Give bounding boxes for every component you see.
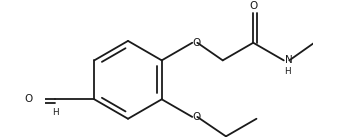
Text: O: O — [193, 112, 201, 122]
Text: O: O — [25, 94, 33, 104]
Text: O: O — [249, 1, 257, 11]
Text: O: O — [193, 38, 201, 48]
Text: H: H — [284, 67, 290, 76]
Text: H: H — [52, 108, 59, 117]
Text: N: N — [285, 55, 292, 65]
